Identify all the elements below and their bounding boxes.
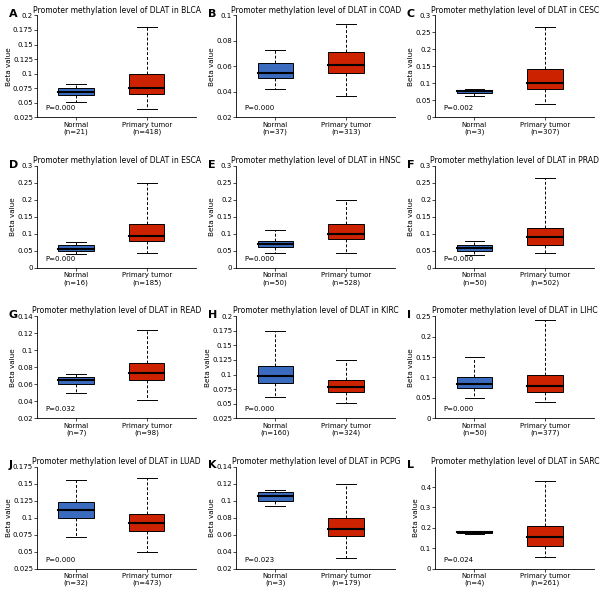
- Title: Promoter methylation level of DLAT in LUAD: Promoter methylation level of DLAT in LU…: [32, 457, 201, 466]
- Title: Promoter methylation level of DLAT in COAD: Promoter methylation level of DLAT in CO…: [231, 5, 401, 15]
- Y-axis label: Beta value: Beta value: [408, 348, 414, 387]
- Text: P=0.000: P=0.000: [45, 256, 76, 262]
- Text: P=0.000: P=0.000: [45, 556, 76, 562]
- Text: G: G: [8, 310, 18, 320]
- Text: P=0.002: P=0.002: [443, 105, 473, 111]
- Text: H: H: [208, 310, 217, 320]
- Y-axis label: Beta value: Beta value: [5, 47, 11, 86]
- Bar: [129, 363, 164, 380]
- Text: P=0.000: P=0.000: [443, 406, 473, 412]
- Y-axis label: Beta value: Beta value: [205, 348, 211, 387]
- Bar: [328, 52, 364, 73]
- Bar: [457, 244, 492, 251]
- Bar: [257, 241, 293, 247]
- Y-axis label: Beta value: Beta value: [408, 198, 414, 236]
- Y-axis label: Beta value: Beta value: [209, 198, 215, 236]
- Title: Promoter methylation level of DLAT in LIHC: Promoter methylation level of DLAT in LI…: [432, 307, 598, 316]
- Bar: [527, 69, 563, 89]
- Bar: [328, 381, 364, 392]
- Title: Promoter methylation level of DLAT in BLCA: Promoter methylation level of DLAT in BL…: [33, 5, 201, 15]
- Text: E: E: [208, 160, 215, 170]
- Title: Promoter methylation level of DLAT in CESC: Promoter methylation level of DLAT in CE…: [431, 5, 599, 15]
- Bar: [457, 532, 492, 533]
- Text: L: L: [407, 461, 414, 471]
- Y-axis label: Beta value: Beta value: [209, 47, 215, 86]
- Title: Promoter methylation level of DLAT in PCPG: Promoter methylation level of DLAT in PC…: [232, 457, 400, 466]
- Text: P=0.000: P=0.000: [244, 105, 275, 111]
- Y-axis label: Beta value: Beta value: [413, 498, 419, 537]
- Bar: [129, 224, 164, 241]
- Bar: [58, 88, 94, 95]
- Text: K: K: [208, 461, 216, 471]
- Bar: [58, 377, 94, 384]
- Title: Promoter methylation level of DLAT in READ: Promoter methylation level of DLAT in RE…: [32, 307, 202, 316]
- Text: I: I: [407, 310, 411, 320]
- Title: Promoter methylation level of DLAT in SARC: Promoter methylation level of DLAT in SA…: [431, 457, 599, 466]
- Title: Promoter methylation level of DLAT in ESCA: Promoter methylation level of DLAT in ES…: [33, 156, 201, 165]
- Y-axis label: Beta value: Beta value: [10, 348, 16, 387]
- Bar: [328, 224, 364, 239]
- Text: P=0.000: P=0.000: [443, 256, 473, 262]
- Y-axis label: Beta value: Beta value: [408, 47, 414, 86]
- Bar: [257, 63, 293, 78]
- Text: P=0.024: P=0.024: [443, 556, 473, 562]
- Text: C: C: [407, 9, 415, 19]
- Text: P=0.000: P=0.000: [45, 105, 76, 111]
- Bar: [328, 517, 364, 536]
- Text: D: D: [8, 160, 18, 170]
- Bar: [257, 366, 293, 384]
- Bar: [58, 502, 94, 517]
- Text: A: A: [8, 9, 17, 19]
- Bar: [58, 246, 94, 251]
- Bar: [527, 228, 563, 244]
- Text: B: B: [208, 9, 216, 19]
- Bar: [257, 492, 293, 501]
- Y-axis label: Beta value: Beta value: [10, 198, 16, 236]
- Y-axis label: Beta value: Beta value: [5, 498, 11, 537]
- Text: P=0.000: P=0.000: [244, 256, 275, 262]
- Text: P=0.032: P=0.032: [45, 406, 76, 412]
- Text: P=0.000: P=0.000: [244, 406, 275, 412]
- Title: Promoter methylation level of DLAT in HNSC: Promoter methylation level of DLAT in HN…: [231, 156, 401, 165]
- Bar: [527, 526, 563, 546]
- Title: Promoter methylation level of DLAT in KIRC: Promoter methylation level of DLAT in KI…: [233, 307, 398, 316]
- Bar: [457, 90, 492, 93]
- Bar: [129, 514, 164, 532]
- Title: Promoter methylation level of DLAT in PRAD: Promoter methylation level of DLAT in PR…: [430, 156, 599, 165]
- Y-axis label: Beta value: Beta value: [209, 498, 215, 537]
- Text: J: J: [8, 461, 13, 471]
- Bar: [129, 74, 164, 94]
- Text: P=0.023: P=0.023: [244, 556, 274, 562]
- Bar: [457, 378, 492, 388]
- Bar: [527, 375, 563, 392]
- Text: F: F: [407, 160, 414, 170]
